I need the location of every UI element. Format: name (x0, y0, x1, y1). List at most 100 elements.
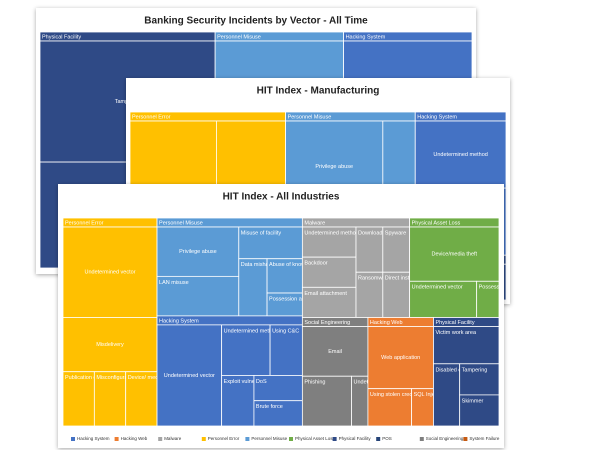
cell-label: Email attachment (304, 291, 347, 297)
cell-label: Victim work area (435, 330, 476, 336)
cell-label: Data mishandling (241, 262, 284, 268)
treemap-cell (433, 363, 461, 427)
chart-title: HIT Index - Manufacturing (257, 86, 380, 97)
treemap-cell (301, 226, 357, 258)
legend-label: Hacking Web (121, 436, 148, 441)
cell-label: Using C&C (272, 328, 299, 334)
group-label: Personnel Misuse (288, 114, 332, 120)
treemap-panel: HIT Index - All Industries Personnel Erro… (58, 184, 507, 448)
cell-label: SQL Injection (414, 392, 447, 398)
group-label: Hacking Web (370, 320, 403, 326)
cell-label: Tampering (462, 367, 488, 373)
legend-label: POS (382, 436, 392, 441)
legend-label: Personnel Misuse (251, 436, 287, 441)
treemap-cell (156, 226, 240, 277)
cell-label: Possession abuse (269, 296, 314, 302)
treemap-cell (459, 394, 500, 427)
cell-label: Undetermined vector (164, 373, 215, 379)
legend-swatch (71, 437, 75, 441)
cell-label: Exploit vulnerability (224, 379, 271, 385)
treemap-cell (62, 317, 158, 373)
legend-swatch (201, 437, 206, 441)
legend-swatch (289, 437, 293, 441)
cell-label: Using stolen creds (370, 392, 415, 398)
legend-swatch (114, 437, 119, 441)
cell-label: Undetermined method (304, 230, 358, 236)
legend-label: System Failure (469, 436, 500, 441)
group-label: Malware (304, 220, 325, 226)
treemap-cell (301, 326, 369, 377)
legend-swatch (158, 437, 163, 441)
cell-label: Undetermined vector (412, 285, 463, 291)
legend-swatch (245, 437, 250, 441)
treemap-cell (62, 371, 95, 427)
cell-label: DoS (256, 379, 267, 385)
treemap-cell (414, 120, 507, 189)
legend-label: Hacking System (77, 436, 110, 441)
cell-label: Brute force (256, 404, 283, 410)
group-label: Physical Asset Loss (412, 220, 461, 226)
cell-label: Downloader (358, 230, 388, 236)
cell-label: Disabled controls (435, 367, 477, 373)
treemap-cell (367, 388, 413, 427)
legend-swatch (419, 437, 424, 441)
group-label: Physical Facility (42, 34, 81, 40)
cell-label: Device/ media lost (128, 375, 173, 381)
cell-label: Backdoor (304, 261, 327, 267)
legend-label: Personnel Error (208, 436, 240, 441)
cell-label: Abuse of knowledge (269, 262, 319, 268)
legend-label: Physical Facility (339, 436, 372, 441)
cell-label: Privilege abuse (315, 164, 353, 170)
group-label: Personnel Misuse (217, 34, 261, 40)
treemap-cell (433, 326, 500, 365)
chart-title: HIT Index - All Industries (223, 192, 340, 203)
cell-label: Misdelivery (96, 342, 124, 348)
group-label: Hacking System (159, 318, 199, 324)
group-label: Physical Facility (435, 320, 474, 326)
cell-label: Device/media theft (432, 252, 478, 258)
group-label: Hacking System (417, 114, 457, 120)
group-label: Social Engineering (304, 320, 350, 326)
treemap-cell (238, 226, 303, 260)
treemap-cell (301, 256, 357, 288)
cell-label: Misuse of facility (241, 230, 282, 236)
group-label: Personnel Error (65, 220, 104, 226)
treemap-cell (301, 375, 352, 427)
cell-label: Privilege abuse (179, 249, 217, 255)
treemap-cell (459, 363, 500, 396)
treemap-cell (382, 226, 411, 273)
cell-label: LAN misuse (159, 280, 189, 286)
chart-title: Banking Security Incidents by Vector - A… (144, 16, 368, 27)
treemap-cell (382, 271, 411, 318)
treemap-cell (253, 400, 303, 427)
cell-label: Direct install (385, 276, 415, 282)
treemap-cell (355, 271, 384, 318)
treemap-cell (221, 324, 271, 376)
treemap-cell (301, 286, 357, 318)
legend-label: Physical Asset Loss (295, 436, 336, 441)
cell-label: Undetermined vector (84, 270, 135, 276)
cell-label: Email (328, 349, 342, 355)
legend-label: Social Engineering (426, 436, 464, 441)
group-label: Personnel Misuse (159, 220, 203, 226)
cell-label: Possession (479, 285, 507, 291)
group-label: Personnel Error (132, 114, 171, 120)
legend-swatch (376, 437, 381, 441)
cell-label: Undetermined method (224, 328, 278, 334)
cell-label: Ransomware (358, 276, 390, 282)
treemap-cell (253, 375, 303, 402)
treemap-cell (156, 324, 223, 427)
cell-label: Spyware (385, 230, 406, 236)
legend-swatch (332, 437, 337, 441)
cell-label: Phishing (304, 380, 325, 386)
cell-label: Undetermined method (354, 380, 408, 386)
legend-swatch (463, 437, 468, 441)
treemap-cell (409, 226, 500, 282)
cell-label: Undetermined method (433, 152, 487, 158)
treemap-cell (266, 258, 303, 294)
legend-label: Malware (164, 436, 182, 441)
treemap-cell (367, 326, 434, 390)
treemap-cell (62, 226, 158, 318)
